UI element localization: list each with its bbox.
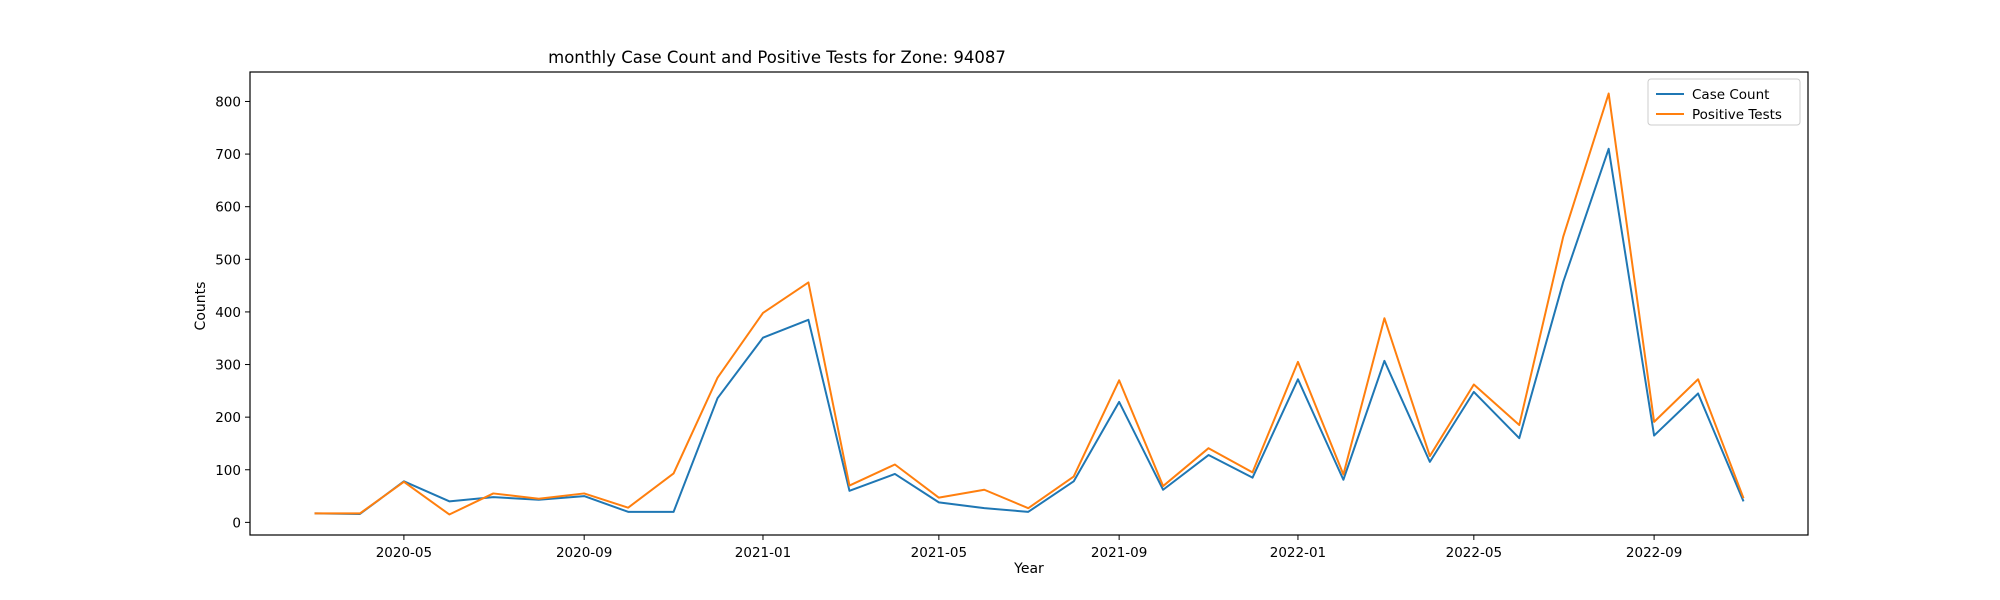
- plot-frame: [249, 71, 1809, 536]
- x-tick-label: 2022-05: [1446, 545, 1502, 561]
- legend: Case Count Positive Tests: [1647, 78, 1801, 126]
- chart-title: monthly Case Count and Positive Tests fo…: [548, 48, 1006, 67]
- x-tick-label: 2021-05: [911, 545, 967, 561]
- y-tick-label: 100: [215, 463, 241, 479]
- series-line-positive-tests: [314, 92, 1745, 516]
- y-tick-label: 500: [215, 252, 241, 268]
- y-tick-label: 300: [215, 358, 241, 374]
- y-axis-label: Counts: [193, 282, 209, 331]
- y-tick-label: 700: [215, 147, 241, 163]
- legend-box: [1647, 78, 1801, 126]
- x-tick-label: 2020-05: [376, 545, 432, 561]
- y-tick-label: 0: [232, 515, 241, 531]
- legend-label: Positive Tests: [1692, 107, 1782, 123]
- x-tick-label: 2020-09: [556, 545, 612, 561]
- x-tick-label: 2021-01: [735, 545, 791, 561]
- plot-area: 0 100 200 300 400 500 600 700 800 2020-05 2020-09 2…: [215, 71, 1809, 561]
- y-tick-label: 200: [215, 410, 241, 426]
- x-tick-label: 2022-01: [1270, 545, 1326, 561]
- series-line-case-count: [314, 147, 1745, 515]
- x-tick-label: 2021-09: [1091, 545, 1147, 561]
- y-tick-label: 400: [215, 305, 241, 321]
- y-tick-label: 800: [215, 94, 241, 110]
- x-axis-label: Year: [1013, 561, 1044, 577]
- y-tick-label: 600: [215, 200, 241, 216]
- x-tick-label: 2022-09: [1626, 545, 1682, 561]
- legend-label: Case Count: [1692, 87, 1769, 103]
